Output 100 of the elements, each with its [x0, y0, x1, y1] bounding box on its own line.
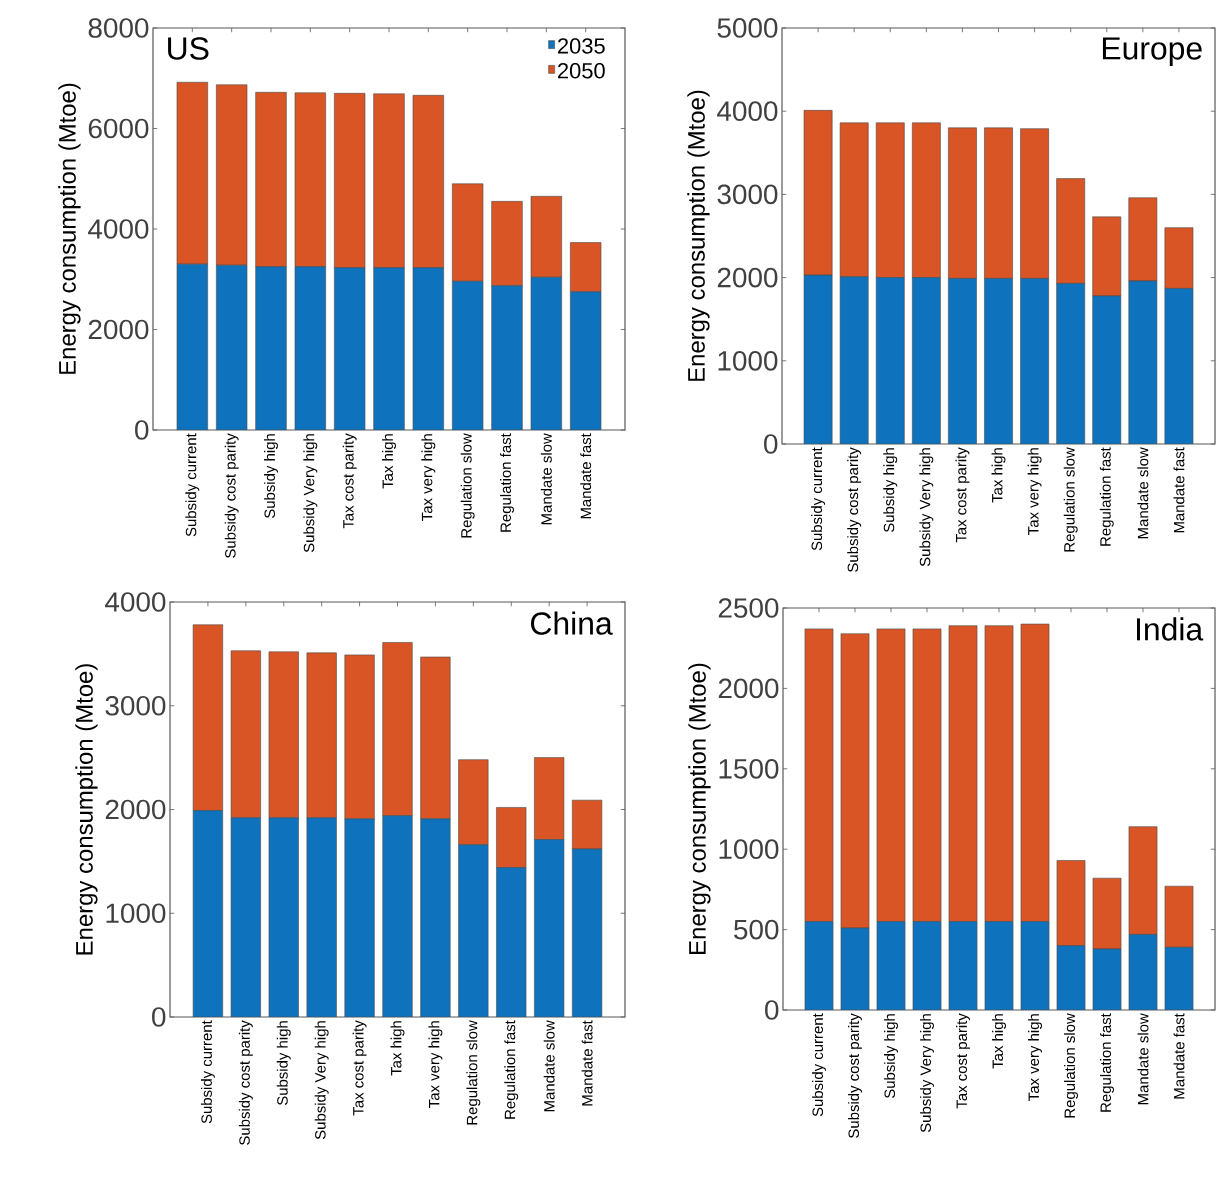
- y-tick-label: 2000: [717, 267, 778, 288]
- legend-label: 2050: [558, 62, 605, 79]
- x-tick-label: Tax very high: [428, 1021, 443, 1108]
- bar: [268, 817, 299, 1017]
- bar: [1092, 295, 1121, 444]
- y-axis-title: Energy consumption (Mtoe): [58, 83, 81, 374]
- x-tick-label: Mandate fast: [581, 1020, 593, 1106]
- x-tick-label: Regulation slow: [466, 1020, 481, 1125]
- bar: [912, 921, 942, 1010]
- bar: [452, 281, 484, 430]
- bar: [1128, 934, 1158, 1010]
- bar: [1056, 945, 1086, 1010]
- x-tick-label: Regulation fast: [1099, 447, 1114, 546]
- bar: [420, 818, 451, 1017]
- bar: [1020, 278, 1049, 444]
- x-tick-label: Subsidy Very high: [303, 434, 318, 553]
- bar: [570, 291, 602, 430]
- y-tick-label: 4000: [88, 219, 149, 239]
- legend-label: 2035: [558, 38, 605, 54]
- y-tick-label: 2000: [88, 319, 149, 340]
- x-tick-label: Regulation slow: [1064, 1013, 1078, 1118]
- x-tick-label: Regulation fast: [1100, 1013, 1114, 1112]
- y-tick-label: 1000: [719, 839, 779, 860]
- bar: [1164, 946, 1194, 1010]
- x-tick-label: Tax cost parity: [342, 433, 357, 529]
- x-tick-label: Subsidy current: [811, 447, 826, 551]
- bar: [531, 277, 562, 430]
- bar: [334, 267, 366, 430]
- x-tick-label: Mandate fast: [580, 433, 592, 519]
- bar: [804, 921, 834, 1010]
- y-tick-label: 500: [734, 919, 779, 940]
- bar: [984, 278, 1013, 444]
- bar: [344, 818, 375, 1017]
- bar: [231, 817, 261, 1017]
- bar: [1056, 283, 1085, 444]
- x-tick-label: Tax high: [390, 1021, 405, 1076]
- x-tick-label: Tax high: [992, 1014, 1006, 1069]
- y-tick-label: 2000: [718, 678, 779, 699]
- x-tick-label: Mandate fast: [1173, 1013, 1185, 1099]
- bar: [948, 278, 977, 444]
- bar: [491, 285, 523, 430]
- y-tick-label: 4000: [105, 592, 166, 612]
- x-tick-label: Mandate slow: [1137, 1013, 1149, 1105]
- bar: [876, 921, 906, 1010]
- y-tick-label: 5000: [717, 18, 778, 38]
- x-tick-label: Subsidy high: [276, 1021, 291, 1106]
- y-tick-label: 0: [765, 1000, 779, 1020]
- bar: [306, 817, 337, 1017]
- y-tick-label: 3000: [717, 184, 778, 205]
- bar: [295, 266, 326, 430]
- bar: [572, 848, 603, 1017]
- x-tick-label: Subsidy high: [883, 448, 898, 533]
- x-tick-label: Regulation slow: [460, 433, 475, 538]
- y-tick-label: 1000: [718, 350, 778, 371]
- x-tick-label: Tax high: [382, 434, 396, 489]
- y-tick-label: 0: [135, 420, 149, 440]
- bar: [984, 921, 1014, 1010]
- x-tick-label: Tax cost parity: [955, 447, 970, 543]
- x-tick-label: Tax very high: [1028, 1014, 1042, 1101]
- bar: [804, 275, 833, 444]
- bar: [840, 927, 870, 1010]
- chart-title: US: [168, 37, 209, 60]
- bar: [255, 266, 287, 430]
- y-tick-label: 0: [764, 434, 778, 454]
- x-tick-label: Subsidy cost parity: [224, 433, 239, 558]
- bar: [496, 867, 527, 1017]
- x-tick-label: Tax very high: [1027, 448, 1042, 535]
- bar: [1128, 280, 1157, 444]
- bar: [382, 815, 413, 1017]
- x-tick-label: Mandate fast: [1173, 447, 1185, 533]
- chart-title: India: [1136, 617, 1204, 641]
- x-tick-label: Subsidy cost parity: [238, 1020, 253, 1145]
- bar: [458, 844, 489, 1017]
- bar: [176, 264, 208, 430]
- x-tick-label: Subsidy Very high: [314, 1021, 329, 1140]
- bar: [193, 810, 223, 1017]
- x-tick-label: Mandate slow: [1137, 447, 1149, 539]
- y-axis-title: Energy consumption (Mtoe): [688, 663, 711, 954]
- y-axis-title: Energy consumption (Mtoe): [687, 90, 710, 381]
- x-tick-label: Subsidy high: [264, 434, 278, 519]
- x-tick-label: Mandate slow: [540, 433, 552, 525]
- bar: [413, 267, 444, 430]
- bar: [840, 276, 869, 444]
- bar: [912, 277, 941, 444]
- bar: [1164, 288, 1194, 444]
- y-tick-label: 1500: [719, 758, 779, 779]
- y-tick-label: 6000: [88, 118, 149, 139]
- x-tick-label: Tax cost parity: [956, 1013, 970, 1109]
- x-tick-label: Regulation fast: [504, 1020, 519, 1119]
- chart-title: China: [531, 611, 613, 635]
- bar: [373, 267, 405, 430]
- x-tick-label: Subsidy Very high: [919, 448, 934, 567]
- x-tick-label: Subsidy current: [812, 1013, 826, 1117]
- y-tick-label: 4000: [717, 101, 778, 122]
- x-tick-label: Subsidy cost parity: [848, 1013, 862, 1138]
- x-tick-label: Mandate slow: [543, 1020, 555, 1112]
- y-tick-label: 1000: [106, 903, 166, 924]
- y-tick-label: 8000: [88, 18, 149, 38]
- bar: [534, 839, 564, 1017]
- bar: [948, 921, 978, 1010]
